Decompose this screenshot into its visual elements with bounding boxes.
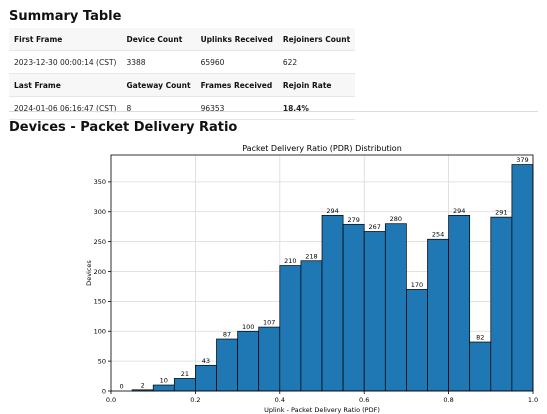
bar-value-label: 210 bbox=[284, 257, 296, 265]
bar-value-label: 170 bbox=[411, 281, 423, 289]
x-axis-label: Uplink - Packet Delivery Ratio (PDF) bbox=[264, 406, 380, 414]
table-cell: 65960 bbox=[195, 50, 278, 74]
y-axis-label: Devices bbox=[85, 260, 93, 286]
histogram-bar bbox=[448, 214, 471, 392]
x-tick-label: 0.4 bbox=[275, 396, 285, 404]
bar-value-label: 100 bbox=[242, 323, 254, 331]
bar-value-label: 294 bbox=[453, 207, 465, 215]
y-tick-label: 150 bbox=[94, 298, 106, 306]
histogram-bar bbox=[216, 338, 238, 392]
histogram-bar bbox=[152, 384, 175, 392]
bar-value-label: 87 bbox=[223, 331, 231, 339]
histogram-bar bbox=[363, 231, 386, 392]
bar-value-label: 218 bbox=[305, 252, 317, 260]
bar-value-label: 43 bbox=[202, 357, 210, 365]
histogram-bar bbox=[427, 238, 449, 392]
section-divider bbox=[9, 111, 538, 112]
table-row: First Frame Device Count Uplinks Receive… bbox=[9, 28, 356, 51]
summary-table-title: Summary Table bbox=[9, 9, 122, 24]
bar-value-label: 254 bbox=[432, 231, 444, 239]
bar-value-label: 294 bbox=[326, 207, 338, 215]
table-header-cell: Last Frame bbox=[9, 73, 122, 97]
table-cell: 2023-12-30 00:00:14 (CST) bbox=[9, 50, 122, 74]
histogram-bar bbox=[469, 341, 492, 392]
y-tick-label: 0 bbox=[102, 387, 106, 395]
table-header-cell: Frames Received bbox=[195, 73, 278, 97]
table-cell: 96353 bbox=[195, 96, 278, 120]
summary-table: First Frame Device Count Uplinks Receive… bbox=[9, 28, 356, 120]
y-tick-label: 100 bbox=[94, 328, 106, 336]
table-cell: 3388 bbox=[121, 50, 196, 74]
histogram-bar bbox=[173, 378, 196, 392]
bar-value-label: 267 bbox=[369, 223, 381, 231]
bar-value-label: 0 bbox=[119, 383, 123, 391]
table-header-cell: Rejoin Rate bbox=[277, 73, 356, 97]
table-row: 2023-12-30 00:00:14 (CST) 3388 65960 622 bbox=[9, 50, 356, 74]
bar-value-label: 2 bbox=[141, 381, 145, 389]
histogram-bar bbox=[300, 260, 323, 392]
table-row: 2024-01-06 06:16:47 (CST) 8 96353 18.4% bbox=[9, 96, 356, 120]
bar-value-label: 107 bbox=[263, 319, 275, 327]
histogram-bar bbox=[384, 223, 407, 392]
bar-value-label: 280 bbox=[390, 215, 402, 223]
histogram-bar bbox=[237, 330, 260, 392]
bar-value-label: 291 bbox=[495, 209, 507, 217]
pdr-histogram-chart: 0 210214387100107210218294279267280170254… bbox=[85, 144, 538, 414]
bar-value-label: 82 bbox=[476, 334, 484, 342]
histogram-bar bbox=[321, 214, 344, 392]
table-cell: 8 bbox=[121, 96, 196, 120]
section-title: Devices - Packet Delivery Ratio bbox=[9, 120, 238, 135]
table-header-cell: Device Count bbox=[121, 28, 196, 51]
x-tick-label: 0.0 bbox=[106, 396, 116, 404]
y-tick-label: 300 bbox=[94, 208, 106, 216]
bar-value-label: 279 bbox=[347, 216, 359, 224]
table-cell: 622 bbox=[277, 50, 356, 74]
table-row: Last Frame Gateway Count Frames Received… bbox=[9, 73, 356, 97]
histogram-bar bbox=[258, 326, 281, 392]
x-tick-label: 0.6 bbox=[359, 396, 369, 404]
histogram-bar bbox=[279, 265, 302, 392]
y-tick-label: 50 bbox=[98, 357, 106, 365]
x-tick-label: 0.8 bbox=[443, 396, 453, 404]
bar-value-label: 10 bbox=[160, 377, 168, 385]
y-tick-label: 250 bbox=[94, 238, 106, 246]
table-header-cell: Uplinks Received bbox=[195, 28, 278, 51]
table-header-cell: Rejoiners Count bbox=[277, 28, 356, 51]
table-header-cell: First Frame bbox=[9, 28, 122, 51]
histogram-bar bbox=[490, 216, 513, 392]
table-cell: 2024-01-06 06:16:47 (CST) bbox=[9, 96, 122, 120]
chart-title: Packet Delivery Ratio (PDR) Distribution bbox=[242, 144, 402, 153]
y-tick-label: 350 bbox=[94, 178, 106, 186]
histogram-bar bbox=[406, 289, 428, 392]
histogram-bar bbox=[511, 164, 534, 392]
bar-value-label: 21 bbox=[181, 370, 189, 378]
x-tick-label: 0.2 bbox=[190, 396, 200, 404]
y-tick-label: 200 bbox=[94, 268, 106, 276]
table-cell: 18.4% bbox=[277, 96, 356, 120]
plot-frame bbox=[110, 154, 534, 392]
table-header-cell: Gateway Count bbox=[121, 73, 196, 97]
bar-value-label: 379 bbox=[516, 156, 528, 164]
histogram-bar bbox=[342, 223, 365, 392]
x-tick-label: 1.0 bbox=[528, 396, 538, 404]
histogram-bar bbox=[195, 364, 217, 392]
